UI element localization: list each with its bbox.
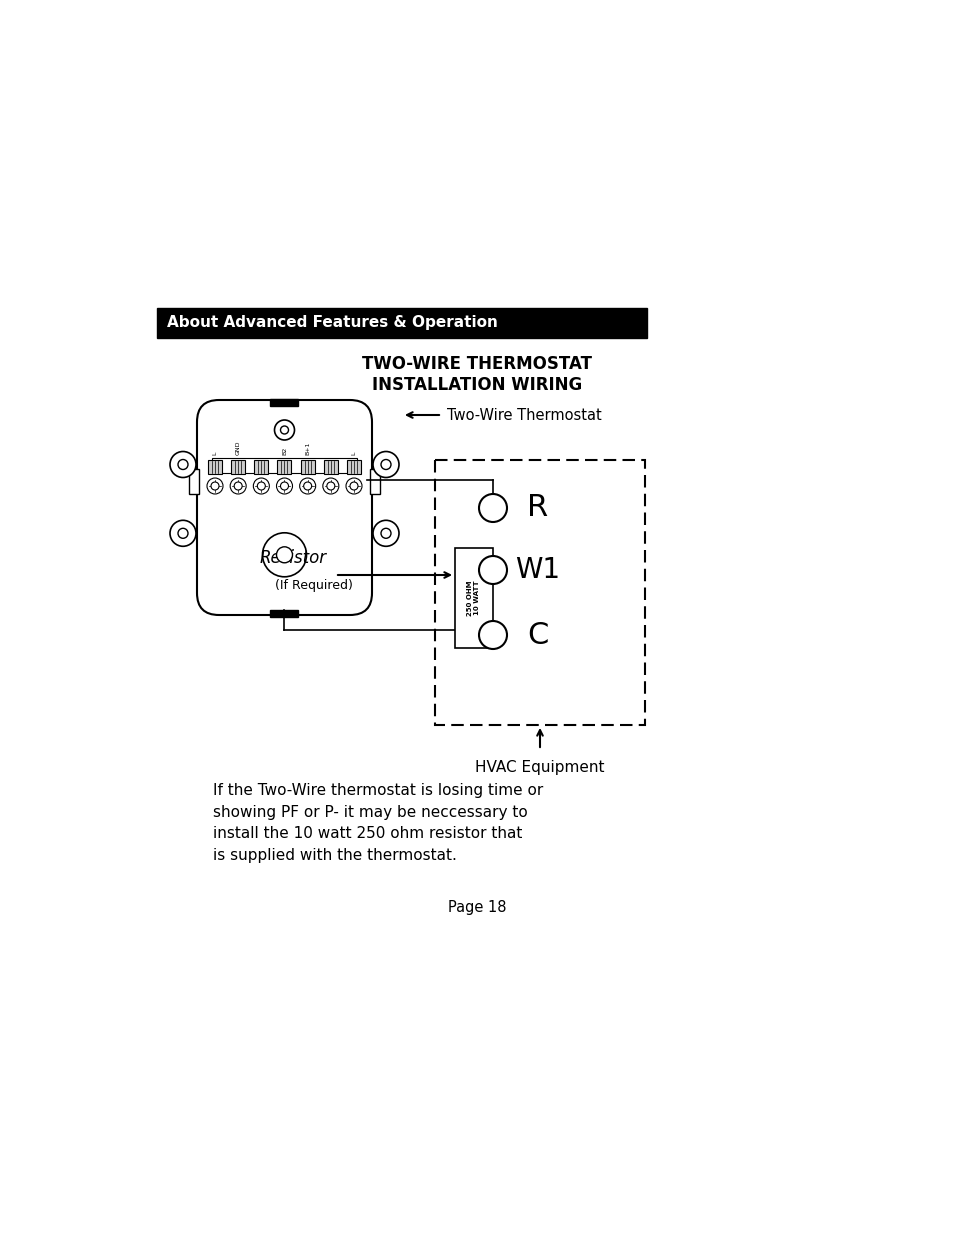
Bar [271, 610, 298, 618]
Text: Resistor: Resistor [260, 550, 327, 567]
Bar [323, 459, 337, 474]
Circle shape [276, 478, 293, 494]
Circle shape [170, 452, 195, 478]
Circle shape [274, 420, 294, 440]
Text: HVAC Equipment: HVAC Equipment [475, 760, 604, 776]
FancyBboxPatch shape [196, 400, 372, 615]
Text: L: L [351, 452, 356, 454]
Text: L: L [213, 452, 217, 454]
Circle shape [380, 459, 391, 469]
Circle shape [478, 556, 506, 584]
Circle shape [346, 478, 361, 494]
Circle shape [350, 482, 357, 490]
Circle shape [478, 621, 506, 650]
Bar [254, 459, 268, 474]
Bar [271, 399, 298, 406]
Circle shape [230, 478, 246, 494]
Bar [208, 459, 222, 474]
Bar [370, 469, 379, 494]
Circle shape [253, 478, 269, 494]
Bar [300, 459, 314, 474]
Bar [231, 459, 245, 474]
Text: B2: B2 [282, 447, 287, 454]
Bar [277, 459, 292, 474]
Circle shape [280, 482, 288, 490]
Text: GND: GND [235, 441, 240, 454]
Circle shape [207, 478, 223, 494]
Text: TWO-WIRE THERMOSTAT: TWO-WIRE THERMOSTAT [361, 354, 592, 373]
Text: B+1: B+1 [305, 442, 310, 454]
Text: INSTALLATION WIRING: INSTALLATION WIRING [372, 375, 581, 394]
Bar [157, 308, 646, 338]
Bar [435, 459, 644, 725]
Circle shape [170, 520, 195, 546]
Circle shape [178, 459, 188, 469]
Text: W1: W1 [515, 556, 560, 584]
Circle shape [322, 478, 338, 494]
Circle shape [299, 478, 315, 494]
Circle shape [478, 494, 506, 522]
Text: 250 OHM
10 WATT: 250 OHM 10 WATT [467, 580, 480, 616]
Bar [347, 459, 360, 474]
Circle shape [280, 426, 288, 433]
Text: About Advanced Features & Operation: About Advanced Features & Operation [167, 315, 497, 331]
Circle shape [373, 520, 398, 546]
Bar [189, 469, 199, 494]
Bar [455, 548, 493, 648]
Circle shape [233, 482, 242, 490]
Circle shape [257, 482, 265, 490]
Bar [212, 458, 356, 473]
Text: If the Two-Wire thermostat is losing time or
showing PF or P- it may be neccessa: If the Two-Wire thermostat is losing tim… [213, 783, 542, 863]
Circle shape [303, 482, 312, 490]
Circle shape [373, 452, 398, 478]
Text: (If Required): (If Required) [274, 579, 353, 592]
Circle shape [178, 529, 188, 538]
Circle shape [211, 482, 219, 490]
Text: R: R [527, 494, 548, 522]
Text: C: C [527, 620, 548, 650]
Circle shape [327, 482, 335, 490]
Circle shape [262, 532, 306, 577]
Text: Page 18: Page 18 [447, 900, 506, 915]
Circle shape [276, 547, 293, 563]
Circle shape [380, 529, 391, 538]
Text: Two-Wire Thermostat: Two-Wire Thermostat [447, 408, 601, 422]
